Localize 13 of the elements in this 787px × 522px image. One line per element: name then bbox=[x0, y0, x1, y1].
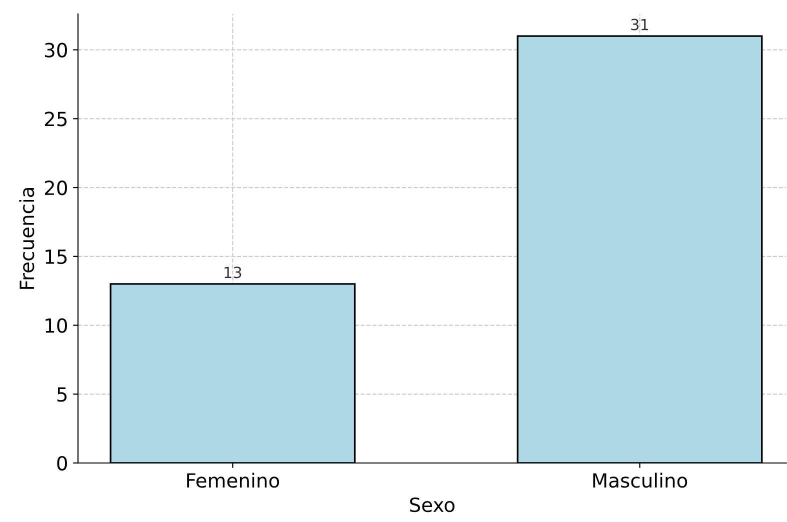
y-tick-label: 20 bbox=[44, 180, 67, 196]
y-tick-label: 30 bbox=[45, 42, 67, 58]
y-tick-label: 10 bbox=[46, 318, 67, 333]
data-label: 31 bbox=[631, 18, 648, 30]
x-axis-title: Sexo bbox=[410, 497, 454, 512]
y-tick-label: 0 bbox=[57, 456, 67, 471]
x-tick-label: Femenino bbox=[187, 472, 280, 488]
y-tick-label: 5 bbox=[57, 387, 67, 402]
y-axis-title: Frecuencia bbox=[19, 188, 34, 289]
y-tick-label: 25 bbox=[44, 112, 67, 126]
x-tick-label: Masculino bbox=[593, 472, 688, 488]
y-tick-label: 15 bbox=[46, 250, 67, 264]
data-label: 13 bbox=[224, 266, 242, 278]
